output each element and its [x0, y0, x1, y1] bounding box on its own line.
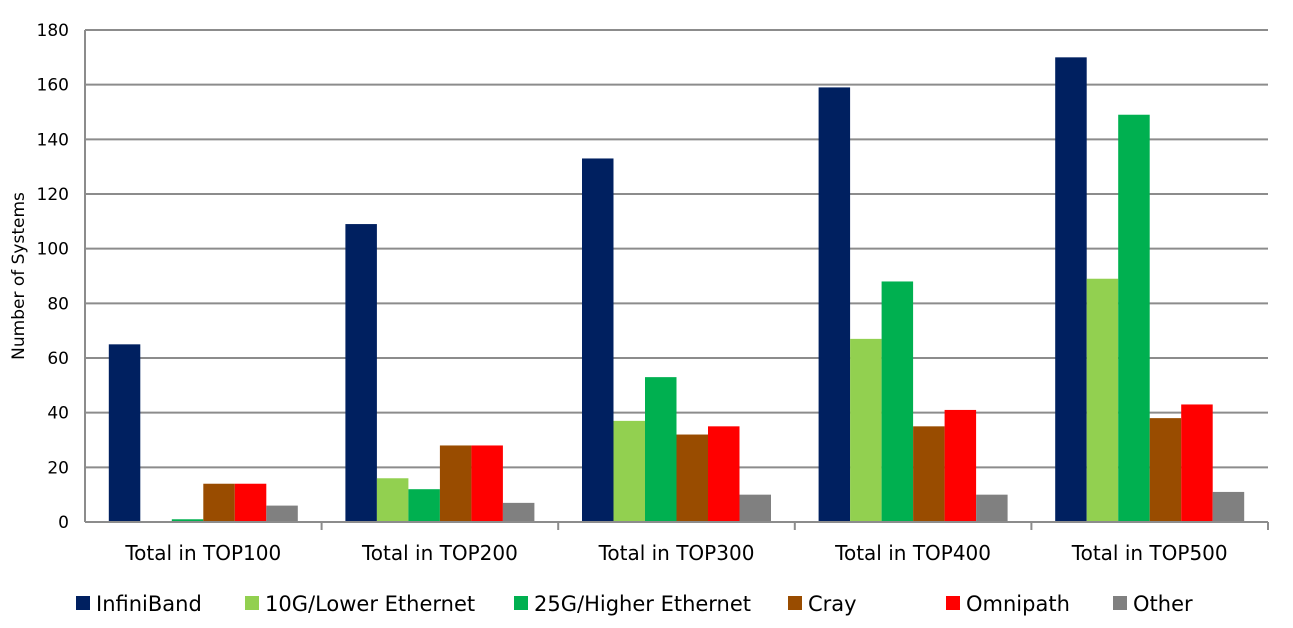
y-tick-label: 140: [37, 130, 69, 150]
bar-other: [1212, 491, 1245, 522]
bar-cray: [439, 445, 472, 522]
bar-infiniband: [1055, 57, 1087, 522]
legend-swatch: [76, 596, 90, 610]
bar-other: [266, 505, 298, 522]
bar-10g-lower-ethernet: [613, 420, 645, 522]
y-tick-label: 160: [37, 76, 69, 96]
y-tick-label: 180: [37, 21, 69, 41]
y-tick-label: 20: [47, 458, 69, 478]
bar-other: [976, 494, 1008, 522]
y-tick-label: 100: [37, 240, 69, 260]
x-tick-label: Total in TOP100: [124, 541, 281, 565]
legend-swatch: [1113, 596, 1127, 610]
bar-omnipath: [234, 483, 267, 522]
legend-label: Other: [1133, 592, 1193, 616]
legend-label: 10G/Lower Ethernet: [265, 592, 475, 616]
legend-swatch: [946, 596, 960, 610]
bar-omnipath: [1181, 404, 1213, 522]
bar-10g-lower-ethernet: [376, 478, 409, 522]
legend: InfiniBand 10G/Lower Ethernet 25G/Higher E…: [76, 592, 1193, 616]
bar-cray: [1149, 418, 1182, 522]
legend-swatch: [514, 596, 528, 610]
bar-25g-higher-ethernet: [645, 377, 677, 522]
y-tick-label: 0: [58, 513, 69, 533]
y-tick-label: 120: [37, 185, 69, 205]
x-tick-label: Total in TOP400: [834, 541, 991, 565]
bar-cray: [203, 483, 235, 522]
legend-swatch: [245, 596, 259, 610]
bar-infiniband: [818, 87, 851, 523]
legend-swatch: [788, 596, 802, 610]
y-tick-label: 40: [47, 404, 69, 424]
bar-infiniband: [108, 344, 141, 522]
bar-omnipath: [471, 445, 503, 522]
bar-cray: [913, 426, 945, 522]
bar-10g-lower-ethernet: [1086, 278, 1119, 522]
y-tick-label: 60: [47, 349, 69, 369]
bar-10g-lower-ethernet: [850, 338, 882, 522]
y-axis-ticks: 0 20 40 60 80 100 120 140 160 180: [37, 21, 69, 533]
bar-other: [739, 494, 771, 522]
bar-omnipath: [944, 409, 977, 522]
x-axis: Total in TOP100 Total in TOP200 Total in T…: [85, 521, 1269, 565]
legend-label: Omnipath: [966, 592, 1070, 616]
bars: [108, 57, 1245, 523]
x-tick-label: Total in TOP500: [1071, 541, 1228, 565]
bar-25g-higher-ethernet: [408, 489, 440, 522]
bar-infiniband: [582, 158, 614, 522]
bar-25g-higher-ethernet: [881, 281, 914, 522]
y-tick-label: 80: [47, 294, 69, 314]
legend-label: 25G/Higher Ethernet: [534, 592, 751, 616]
gridlines: [84, 29, 1268, 523]
legend-label: InfiniBand: [96, 592, 202, 616]
x-tick-label: Total in TOP300: [598, 541, 755, 565]
bar-25g-higher-ethernet: [171, 519, 204, 522]
y-axis-label: Number of Systems: [9, 192, 29, 360]
bar-other: [502, 502, 535, 522]
legend-label: Cray: [808, 592, 857, 616]
x-tick-label: Total in TOP200: [361, 541, 518, 565]
bar-25g-higher-ethernet: [1118, 114, 1150, 522]
bar-cray: [676, 434, 708, 522]
bar-infiniband: [345, 224, 377, 523]
bar-omnipath: [708, 426, 740, 522]
